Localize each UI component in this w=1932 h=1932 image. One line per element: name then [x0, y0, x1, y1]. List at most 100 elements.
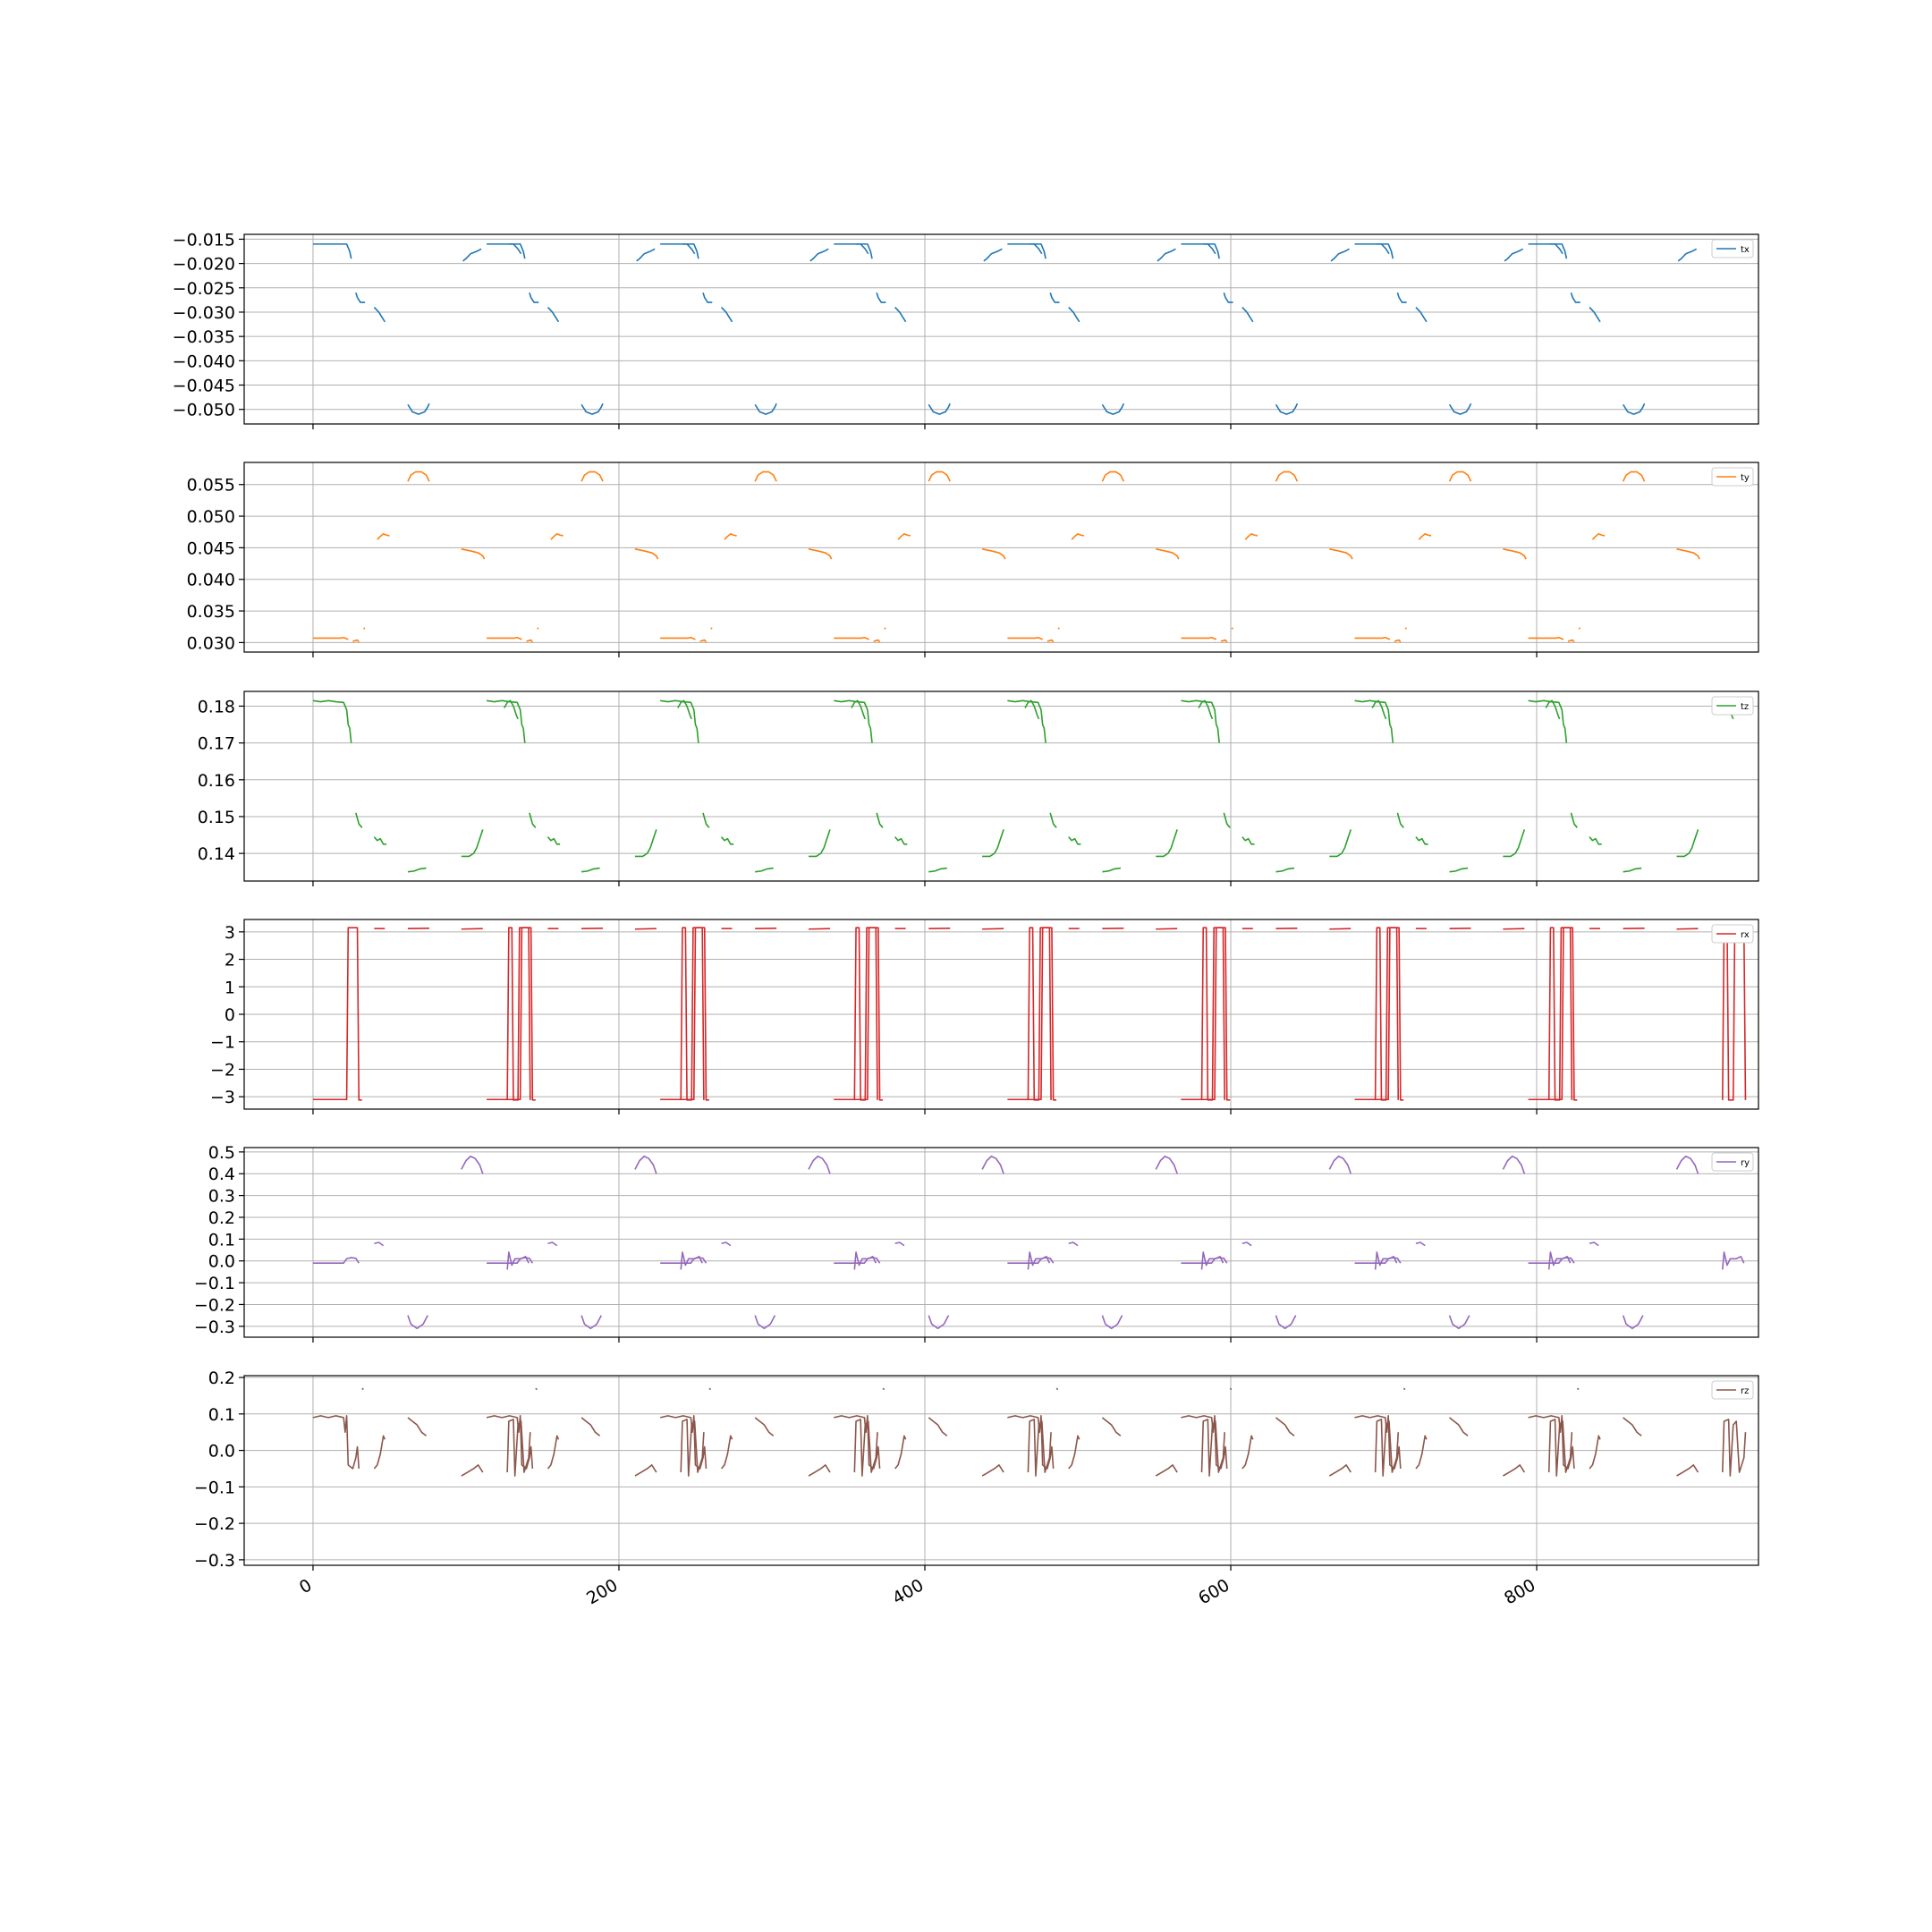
series-line-ry: [506, 1251, 530, 1270]
series-line-tx: [1622, 402, 1646, 415]
series-line-ty: [928, 470, 951, 482]
series-line-ty: [1220, 639, 1228, 643]
series-line-ty: [981, 548, 1006, 560]
series-line-ty: [724, 533, 737, 540]
series-line-tx: [1677, 248, 1698, 262]
series-line-tx: [1275, 402, 1299, 415]
series-line-tz: [1528, 699, 1568, 743]
series-line-ty: [754, 470, 777, 482]
series-line-ty: [487, 636, 522, 640]
y-tick-label: 0.040: [187, 571, 235, 590]
series-line-tx: [312, 243, 352, 259]
series-line-tx: [1354, 243, 1394, 259]
y-tick-label: −0.3: [194, 1318, 235, 1337]
series-line-tx: [1504, 248, 1524, 262]
series-line-rx: [982, 928, 1004, 930]
series-line-ry: [1200, 1251, 1224, 1270]
series-line-tx: [754, 402, 777, 415]
series-line-ty: [808, 548, 833, 560]
series-line-rz: [580, 1417, 601, 1436]
y-tick-label: 0.16: [198, 771, 235, 791]
series-line-rz: [1576, 1387, 1580, 1391]
y-tick-label: 2: [225, 951, 235, 970]
series-line-ty: [1394, 639, 1402, 643]
series-line-rz: [1328, 1464, 1352, 1477]
series-line-ry: [1589, 1241, 1599, 1247]
series-line-ry: [1007, 1257, 1055, 1264]
series-line-ty: [461, 548, 486, 560]
series-line-rx: [834, 927, 883, 1101]
series-line-rz: [882, 1387, 886, 1391]
series-line-tz: [1449, 867, 1469, 873]
legend-label-tz: tz: [1741, 702, 1749, 712]
series-line-rz: [1623, 1417, 1642, 1436]
y-tick-label: −0.2: [194, 1295, 235, 1315]
series-line-ry: [487, 1257, 534, 1264]
series-line-tz: [1623, 867, 1642, 873]
series-line-rz: [659, 1415, 708, 1470]
series-line-ty: [710, 627, 713, 630]
series-line-rz: [461, 1464, 484, 1477]
series-line-tz: [373, 836, 387, 845]
series-line-tz: [894, 836, 908, 845]
series-line-rz: [754, 1417, 775, 1436]
series-line-tx: [1377, 243, 1390, 255]
y-tick-label: −3: [210, 1088, 235, 1107]
series-line-ry: [721, 1241, 732, 1247]
x-tick-label: 600: [1195, 1575, 1233, 1608]
series-line-tx: [547, 306, 560, 323]
subplot-rx: −3 −2 −1 0 1 2 3 rx: [210, 919, 1759, 1114]
series-line-ry: [1101, 1315, 1123, 1330]
series-line-rz: [720, 1435, 733, 1470]
series-line-tx: [983, 248, 1003, 262]
series-line-rx: [1007, 927, 1057, 1101]
series-line-tx: [1007, 243, 1046, 259]
series-line-tz: [1275, 867, 1295, 873]
series-line-ry: [312, 1257, 360, 1264]
series-line-rz: [1181, 1415, 1228, 1470]
series-line-tx: [1101, 402, 1125, 415]
x-tick-label: 200: [583, 1575, 621, 1608]
y-tick-label: 0.030: [187, 633, 235, 653]
series-line-tz: [1354, 699, 1394, 743]
series-line-rz: [894, 1435, 907, 1470]
series-line-rz: [535, 1387, 538, 1391]
y-tick-label: 0.4: [208, 1165, 235, 1184]
series-line-rz: [1415, 1435, 1428, 1470]
series-line-tz: [702, 812, 710, 828]
series-line-tx: [834, 243, 873, 259]
series-line-ty: [884, 627, 886, 630]
series-line-tx: [1330, 248, 1350, 262]
series-line-ry: [1547, 1251, 1572, 1270]
series-line-ry: [1181, 1257, 1228, 1264]
series-line-rz: [708, 1387, 712, 1391]
subplot-ry: −0.3 −0.2 −0.1 0.00.10.20.3 0.4 0.5 ry: [194, 1143, 1759, 1343]
series-line-ty: [352, 639, 360, 643]
series-line-rz: [407, 1417, 427, 1436]
y-tick-label: 0.045: [187, 538, 235, 558]
y-tick-label: −0.015: [173, 230, 235, 250]
series-line-tx: [876, 292, 886, 303]
y-tick-label: 0.18: [198, 697, 235, 716]
series-ty: [312, 470, 1700, 643]
y-tick-label: −0.030: [173, 303, 235, 323]
y-tick-label: −0.035: [173, 327, 235, 347]
series-line-ty: [1418, 533, 1432, 540]
y-tick-label: 0.17: [198, 734, 235, 754]
series-line-tx: [407, 402, 430, 415]
series-ry: [312, 1155, 1745, 1330]
y-tick-label: −2: [210, 1060, 235, 1080]
series-line-rx: [487, 927, 536, 1101]
series-line-tz: [486, 699, 526, 743]
series-line-rx: [660, 927, 709, 1101]
series-line-tx: [894, 306, 907, 323]
series-line-tz: [1415, 836, 1428, 845]
series-line-ty: [363, 627, 366, 630]
series-line-ty: [377, 533, 390, 540]
series-tz: [312, 699, 1734, 873]
series-line-ry: [1675, 1155, 1699, 1174]
y-tick-label: −0.020: [173, 255, 235, 275]
series-line-rx: [809, 928, 830, 930]
series-line-tz: [928, 867, 947, 873]
series-rz: [312, 1387, 1747, 1477]
